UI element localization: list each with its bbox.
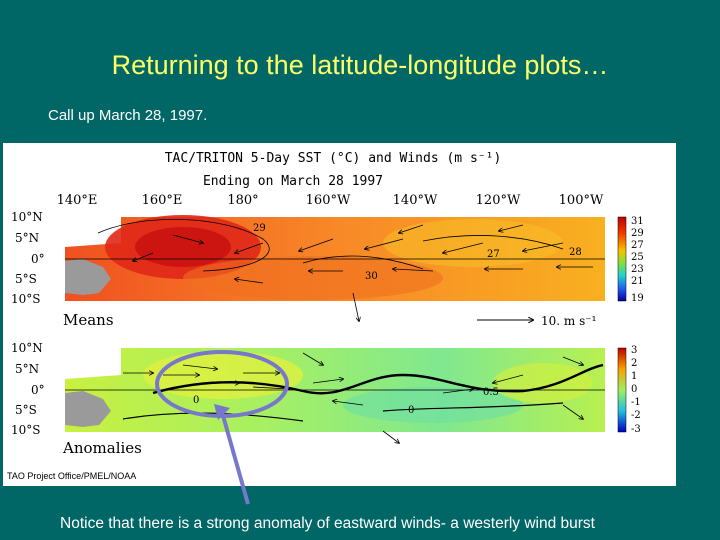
anomaly-colorbar-tick: -2 (631, 410, 641, 421)
longitude-label: 140°E (57, 193, 98, 208)
latitude-label: 10°S (11, 423, 41, 437)
means-colorbar-tick: 29 (631, 228, 644, 239)
footer-note: Notice that there is a strong anomaly of… (60, 515, 595, 532)
means-colorbar-tick: 31 (631, 216, 644, 227)
latitude-label: 10°N (11, 341, 43, 355)
means-colorbar-tick: 25 (631, 252, 644, 263)
slide-subtitle: Call up March 28, 1997. (48, 107, 208, 124)
slide-title: Returning to the latitude-longitude plot… (111, 50, 609, 80)
latitude-label: 10°N (11, 210, 43, 224)
scale-label: 10. m s⁻¹ (541, 314, 596, 328)
figure-title: TAC/TRITON 5-Day SST (°C) and Winds (m s… (165, 151, 502, 166)
latitude-label: 5°S (15, 403, 37, 417)
anomaly-colorbar-tick: 1 (631, 371, 637, 382)
figure-credit: TAO Project Office/PMEL/NOAA (7, 471, 136, 481)
anomaly-colorbar (617, 347, 627, 433)
anomaly-contour-label: 0.5 (483, 387, 499, 398)
latitude-label: 5°N (15, 362, 39, 376)
latitude-label: 5°N (15, 231, 39, 245)
longitude-label: 180° (227, 193, 258, 208)
means-label: Means (63, 311, 114, 329)
means-contour-label: 28 (569, 247, 582, 258)
anomaly-colorbar-tick: -3 (631, 424, 641, 435)
means-contour-label: 29 (253, 223, 266, 234)
sst-wind-figure: TAC/TRITON 5-Day SST (°C) and Winds (m s… (3, 143, 676, 486)
means-colorbar (617, 216, 627, 302)
means-contour-label: 30 (365, 271, 378, 282)
latitude-label: 5°S (15, 272, 37, 286)
longitude-label: 160°W (306, 193, 351, 208)
longitude-label: 140°W (393, 193, 438, 208)
longitude-label: 160°E (142, 193, 183, 208)
means-colorbar-tick: 21 (631, 276, 644, 287)
anomalies-label: Anomalies (62, 439, 142, 457)
means-colorbar-tick: 23 (631, 264, 644, 275)
longitude-label: 100°W (559, 193, 604, 208)
anomaly-contour-label: 0 (193, 395, 199, 406)
means-panel: 29 30 27 28 (11, 210, 644, 321)
means-contour-label: 27 (487, 249, 500, 260)
latitude-label: 0° (31, 252, 45, 266)
anomaly-colorbar-tick: 2 (631, 358, 637, 369)
latitude-label: 10°S (11, 292, 41, 306)
longitude-labels: 140°E 160°E 180° 160°W 140°W 120°W 100°W (57, 193, 604, 208)
anomalies-panel: 0 0.5 0 10°N (11, 341, 641, 443)
longitude-label: 120°W (476, 193, 521, 208)
figure-subtitle: Ending on March 28 1997 (203, 174, 383, 189)
anomaly-contour-label: 0 (408, 405, 414, 416)
latitude-label: 0° (31, 383, 45, 397)
means-colorbar-tick: 27 (631, 240, 644, 251)
anomaly-colorbar-tick: 0 (631, 384, 637, 395)
anomaly-colorbar-tick: -1 (631, 397, 641, 408)
anomaly-colorbar-tick: 3 (631, 345, 637, 356)
means-colorbar-tick: 19 (631, 293, 644, 304)
